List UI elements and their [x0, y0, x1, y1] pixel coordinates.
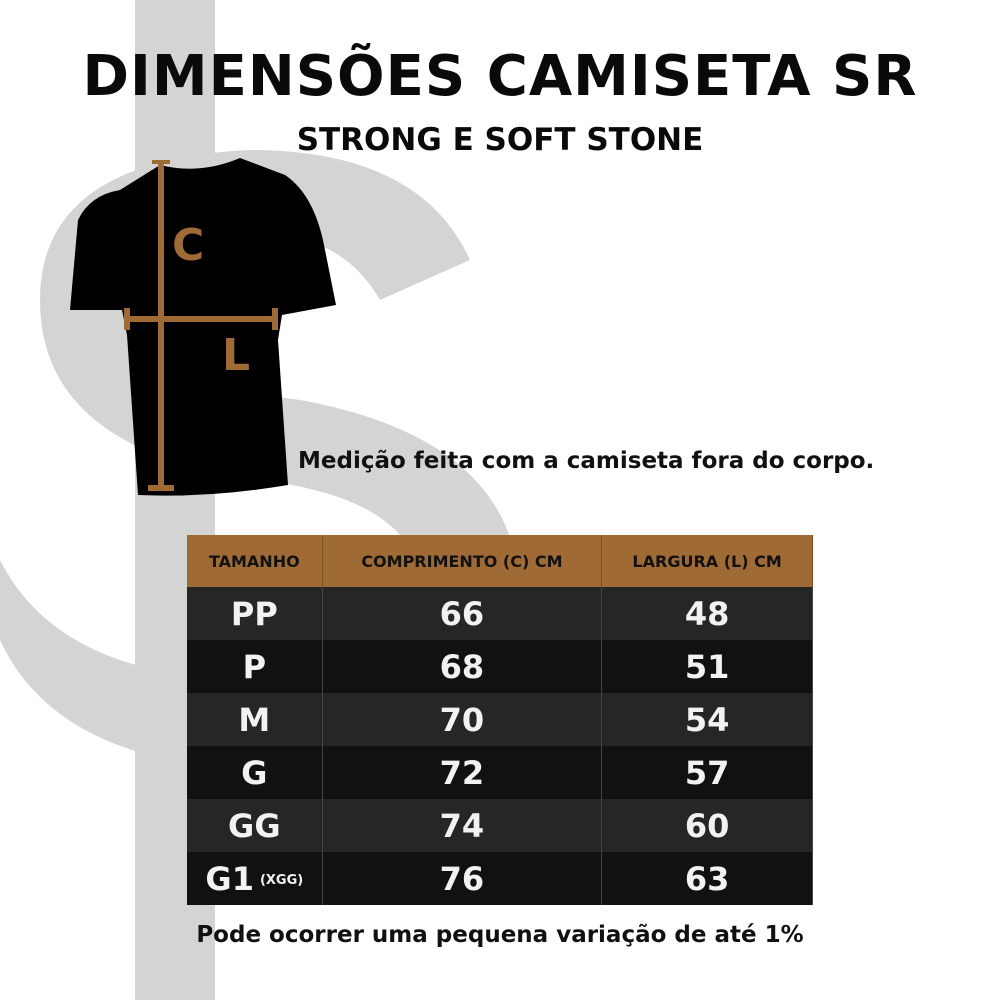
size-suffix: (XGG) [259, 873, 304, 888]
width-cell: 63 [601, 852, 813, 905]
size-cell: P [187, 640, 323, 693]
length-cell: 74 [322, 799, 603, 852]
size-cell: GG [187, 799, 323, 852]
width-cell: 54 [601, 693, 813, 746]
width-cell: 51 [601, 640, 813, 693]
variation-footer: Pode ocorrer uma pequena variação de até… [196, 922, 804, 948]
length-cell: 76 [322, 852, 603, 905]
size-label: P [242, 647, 267, 686]
tshirt-measurement-diagram: C L [70, 158, 336, 496]
size-cell: M [187, 693, 323, 746]
size-cell: G1 (XGG) [187, 852, 323, 905]
size-label: M [238, 700, 271, 739]
length-cell: 72 [322, 746, 603, 799]
table-row: PP 66 48 [187, 587, 813, 640]
table-row: M 70 54 [187, 693, 813, 746]
length-cell: 68 [322, 640, 603, 693]
header-length: COMPRIMENTO (C) CM [322, 535, 603, 587]
width-cell: 57 [601, 746, 813, 799]
width-letter: L [222, 330, 250, 381]
width-cell: 48 [601, 587, 813, 640]
table-row: G 72 57 [187, 746, 813, 799]
size-label: PP [230, 594, 278, 633]
length-letter: C [172, 220, 204, 271]
measurement-note: Medição feita com a camiseta fora do cor… [298, 448, 875, 474]
table-header: TAMANHO COMPRIMENTO (C) CM LARGURA (L) C… [187, 535, 813, 587]
length-cell: 66 [322, 587, 603, 640]
size-label: G [241, 753, 268, 792]
width-cell: 60 [601, 799, 813, 852]
page-subtitle: STRONG E SOFT STONE [296, 122, 704, 158]
table-row: GG 74 60 [187, 799, 813, 852]
size-label: GG [228, 806, 281, 845]
size-cell: PP [187, 587, 323, 640]
size-label: G1 [205, 859, 254, 898]
table-row: G1 (XGG) 76 63 [187, 852, 813, 905]
size-cell: G [187, 746, 323, 799]
header-width: LARGURA (L) CM [601, 535, 813, 587]
size-table: TAMANHO COMPRIMENTO (C) CM LARGURA (L) C… [187, 535, 813, 905]
table-row: P 68 51 [187, 640, 813, 693]
page-title: DIMENSÕES CAMISETA SR [82, 44, 918, 109]
length-cell: 70 [322, 693, 603, 746]
header-size: TAMANHO [187, 535, 323, 587]
